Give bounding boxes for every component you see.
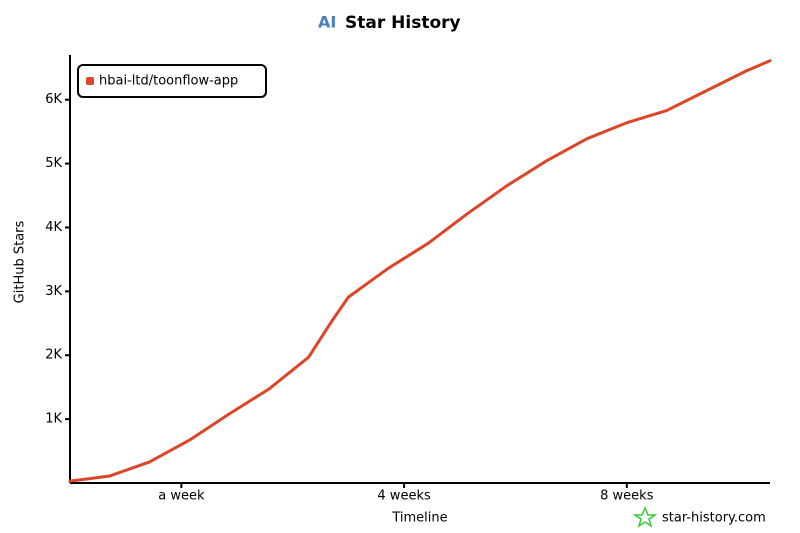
- x-tick-label: 4 weeks: [377, 489, 431, 504]
- y-tick-label: 6K: [45, 92, 62, 107]
- x-tick-label: a week: [158, 489, 205, 504]
- footer-icon: [632, 506, 658, 528]
- line: [68, 59, 772, 483]
- y-tick-label: 5K: [45, 156, 62, 171]
- legend-label: hbai-ltd/toonflow-app: [99, 74, 238, 89]
- x-tick-label: 8 weeks: [600, 489, 654, 504]
- x-axis-label: Timeline: [391, 511, 447, 526]
- legend-box: [77, 64, 267, 98]
- y-axis-label: GitHub Stars: [13, 220, 28, 303]
- y-tick-label: 2K: [45, 348, 62, 363]
- legend-swatch: [86, 77, 94, 85]
- footer: star-history.com: [632, 506, 766, 528]
- y-tick-label: 1K: [45, 412, 62, 427]
- y-tick-label: 3K: [45, 284, 62, 299]
- footer-text: star-history.com: [662, 511, 766, 526]
- logo-icon: AI: [318, 13, 336, 32]
- chart-title: Star History: [345, 13, 461, 33]
- logo: AI: [318, 13, 336, 32]
- y-tick-label: 4K: [45, 220, 62, 235]
